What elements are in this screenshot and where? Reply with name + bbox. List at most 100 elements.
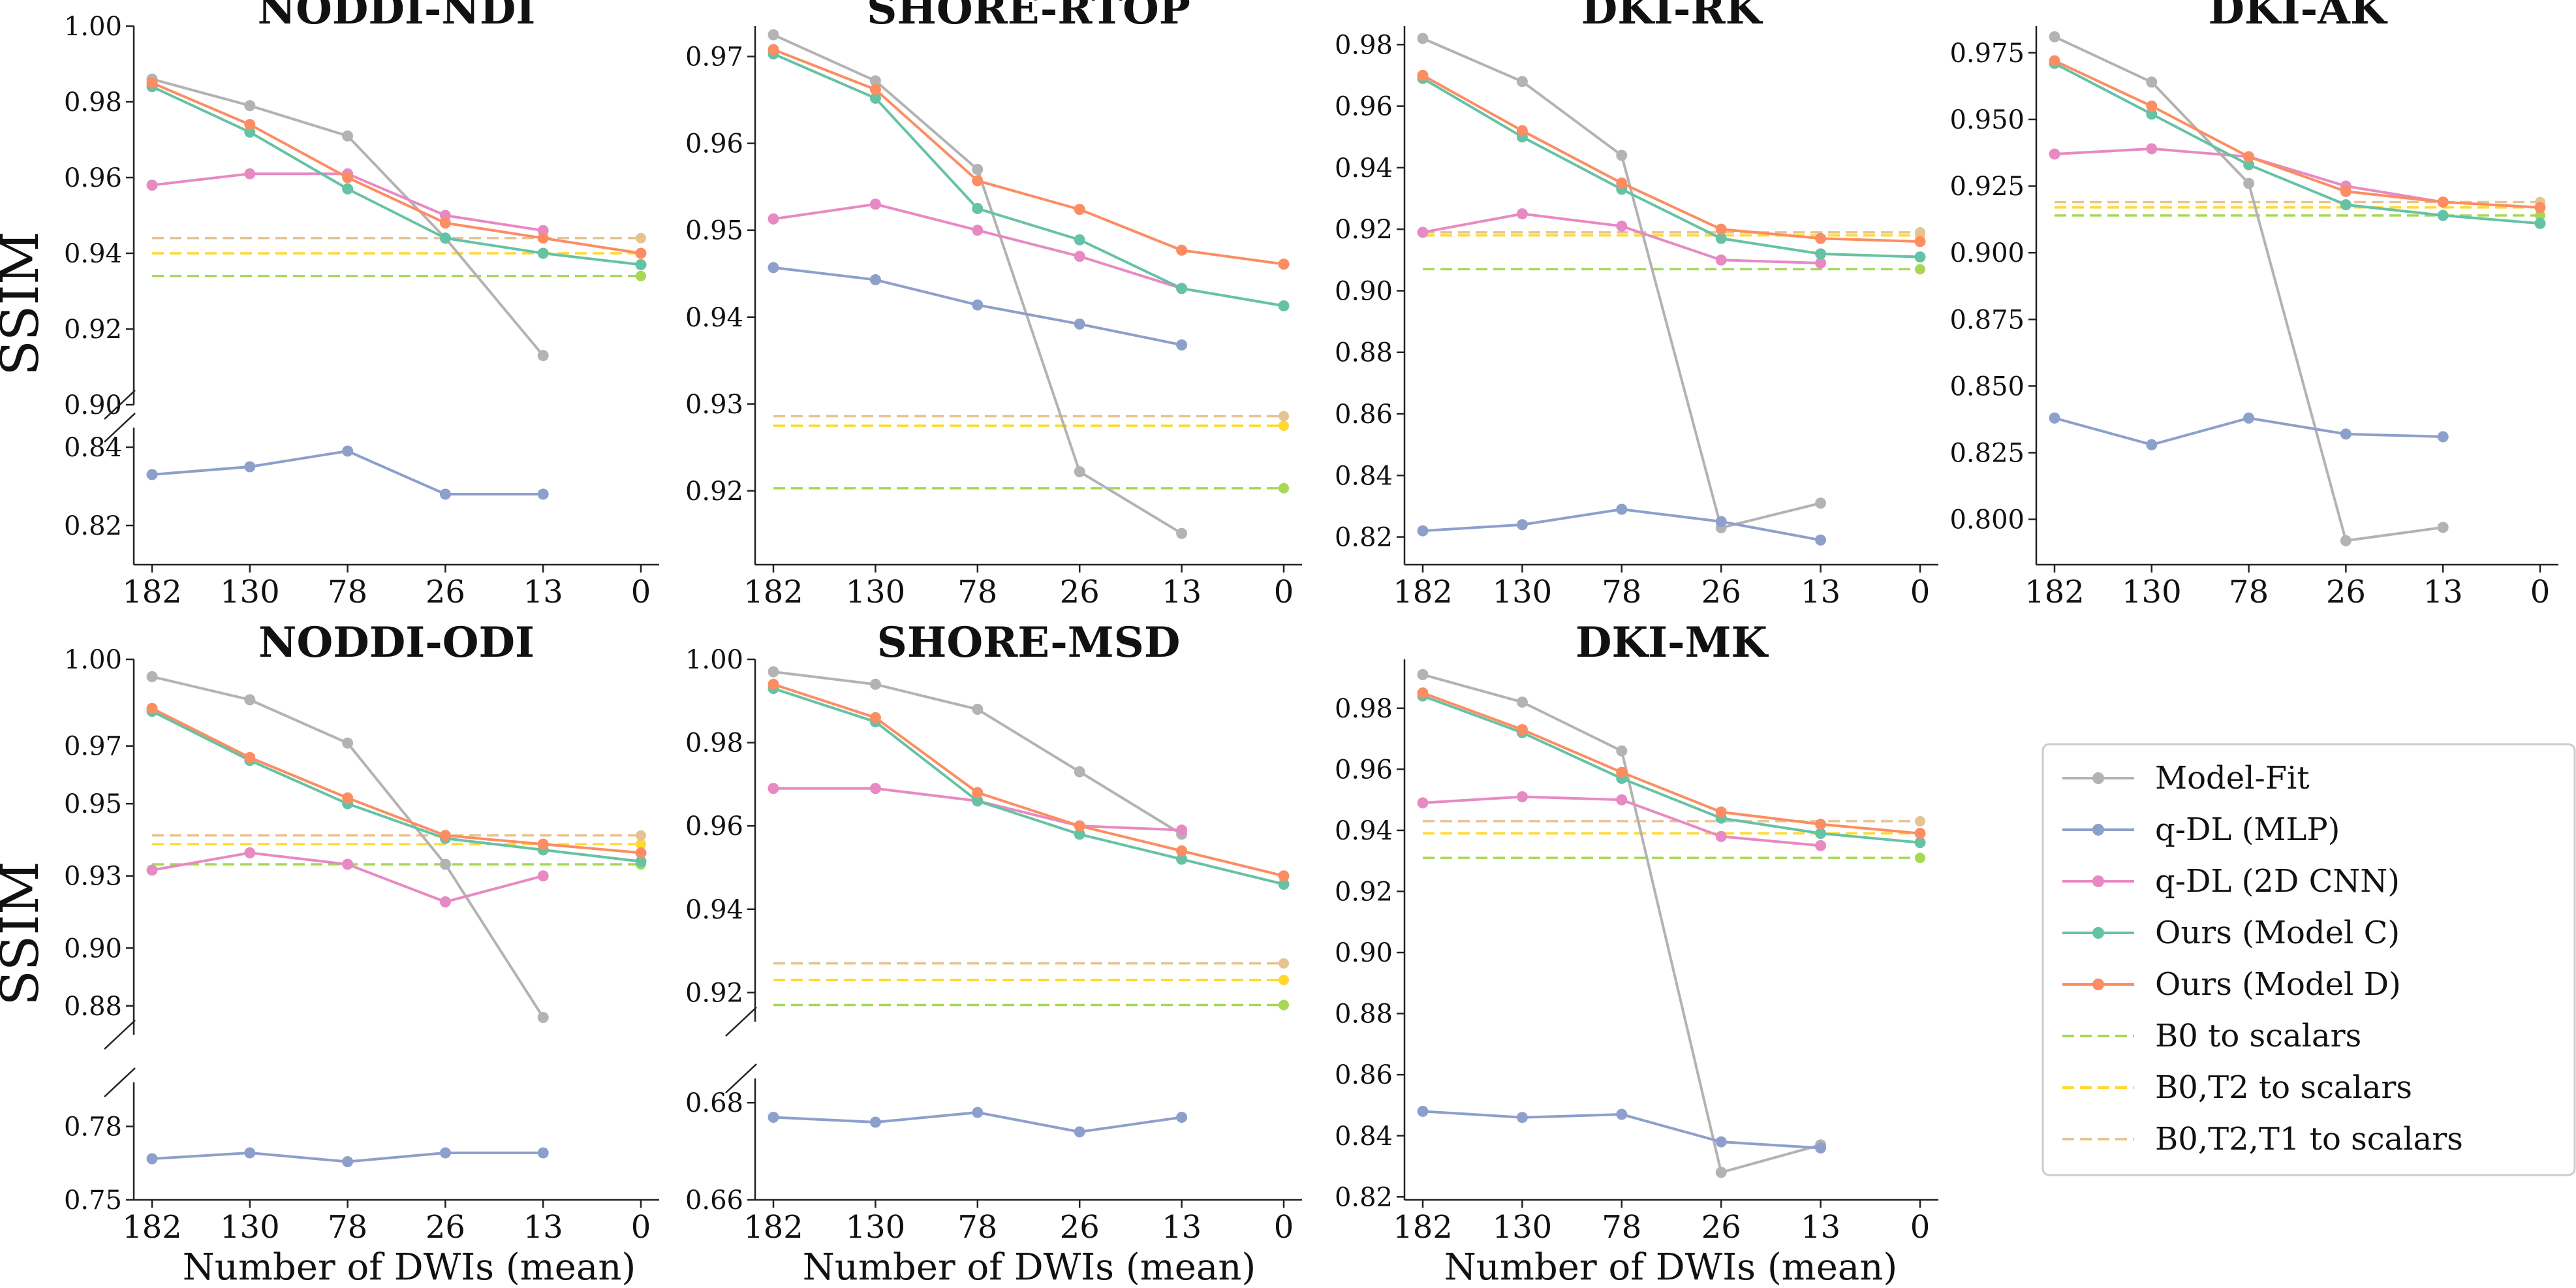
ref-point-b0-t2-to-scalars — [1279, 420, 1289, 432]
panel-title: DKI-RK — [1581, 0, 1763, 34]
x-tick-label: 13 — [2423, 574, 2463, 610]
y-tick-label: 0.800 — [1949, 505, 2025, 535]
data-point-ours-model-d — [342, 792, 354, 804]
data-point-ours-model-c — [972, 202, 984, 214]
data-point-model-fit — [2049, 31, 2060, 42]
data-point-model-fit — [768, 29, 779, 40]
data-point-ours-model-d — [1417, 69, 1429, 81]
data-point-ours-model-d — [869, 84, 881, 95]
data-point-q-dl-mlp — [146, 1153, 158, 1165]
y-tick-label: 0.96 — [1335, 92, 1393, 122]
panel-title: NODDI-ODI — [258, 618, 535, 667]
data-point-q-dl-2d-cnn — [1815, 840, 1827, 851]
x-tick-label: 26 — [1060, 1209, 1100, 1246]
data-point-q-dl-mlp — [1516, 1112, 1528, 1123]
x-tick-label: 0 — [631, 574, 651, 610]
series-line-ours-model-d — [151, 82, 642, 255]
series-line-model-fit — [1422, 37, 1822, 529]
legend-item-model-fit: Model-Fit — [2062, 760, 2310, 796]
series-line-ours-model-d — [773, 683, 1284, 877]
y-tick-label: 0.98 — [64, 87, 122, 118]
data-point-q-dl-mlp — [244, 461, 256, 473]
data-point-ours-model-d — [1278, 259, 1290, 270]
data-point-q-dl-mlp — [1176, 1112, 1188, 1123]
data-point-q-dl-mlp — [2243, 412, 2255, 424]
data-point-model-fit — [972, 164, 984, 176]
data-point-q-dl-2d-cnn — [768, 783, 779, 794]
data-point-model-fit — [537, 350, 549, 362]
data-point-ours-model-c — [1914, 251, 1926, 263]
legend-item-b0-t2-to-scalars: B0,T2 to scalars — [2062, 1069, 2412, 1106]
data-point-ours-model-d — [2340, 185, 2351, 197]
data-point-ours-model-d — [146, 702, 158, 714]
data-point-model-fit — [1176, 527, 1188, 539]
data-point-ours-model-d — [1715, 223, 1727, 235]
data-point-ours-model-d — [1074, 820, 1085, 832]
data-point-ours-model-d — [1278, 870, 1290, 882]
data-point-model-fit — [869, 678, 881, 690]
y-tick-label: 0.66 — [685, 1186, 743, 1216]
data-point-q-dl-mlp — [244, 1147, 256, 1159]
data-point-ours-model-c — [1914, 837, 1926, 849]
x-tick-label: 130 — [2122, 574, 2182, 610]
data-point-q-dl-2d-cnn — [1516, 208, 1528, 220]
axis-break-mark — [725, 1007, 757, 1037]
legend-swatch-marker — [2092, 875, 2104, 887]
series-line-ours-model-d — [2054, 59, 2541, 209]
x-tick-label: 182 — [1393, 1209, 1453, 1246]
data-point-q-dl-2d-cnn — [869, 198, 881, 210]
data-point-model-fit — [244, 100, 256, 112]
legend-item-ours-model-c: Ours (Model C) — [2062, 915, 2400, 951]
x-tick-label: 0 — [631, 1209, 651, 1246]
data-point-ours-model-d — [2049, 55, 2060, 67]
ref-point-b0-t2-t1-to-scalars — [1915, 227, 1925, 238]
data-point-ours-model-d — [537, 838, 549, 850]
data-point-q-dl-2d-cnn — [972, 225, 984, 236]
data-point-q-dl-2d-cnn — [1815, 257, 1827, 269]
data-point-q-dl-mlp — [342, 445, 354, 457]
data-point-ours-model-d — [1815, 232, 1827, 244]
data-point-q-dl-mlp — [1516, 519, 1528, 531]
data-point-model-fit — [342, 130, 354, 142]
x-tick-label: 78 — [328, 1209, 367, 1246]
data-point-ours-model-d — [635, 847, 647, 858]
data-point-ours-model-d — [439, 217, 451, 229]
xlabel-panel-5: Number of DWIs (mean) — [183, 1246, 636, 1288]
x-tick-label: 130 — [1493, 574, 1553, 610]
x-tick-label: 78 — [1602, 1209, 1641, 1246]
data-point-q-dl-mlp — [537, 1147, 549, 1159]
legend-swatch-marker — [2092, 927, 2104, 939]
y-tick-label: 0.88 — [1335, 338, 1393, 368]
data-point-ours-model-d — [342, 172, 354, 183]
data-point-q-dl-2d-cnn — [1616, 220, 1628, 232]
data-point-q-dl-mlp — [2437, 431, 2449, 443]
data-point-q-dl-2d-cnn — [869, 783, 881, 794]
legend-label: B0 to scalars — [2155, 1018, 2361, 1054]
data-point-ours-model-c — [1278, 878, 1290, 890]
legend-label: Ours (Model D) — [2155, 966, 2401, 1003]
data-point-q-dl-2d-cnn — [1715, 254, 1727, 266]
data-point-model-fit — [1417, 33, 1429, 44]
data-point-model-fit — [2243, 178, 2255, 189]
y-tick-label: 0.92 — [685, 477, 743, 507]
data-point-ours-model-c — [1715, 232, 1727, 244]
series-line-ours-model-c — [151, 710, 642, 863]
x-tick-label: 26 — [1701, 574, 1741, 610]
data-point-q-dl-2d-cnn — [1417, 797, 1429, 809]
y-tick-label: 0.93 — [64, 862, 122, 892]
data-point-ours-model-d — [244, 751, 256, 763]
data-point-ours-model-c — [2437, 210, 2449, 221]
x-tick-label: 0 — [1274, 1209, 1294, 1246]
data-point-ours-model-d — [2437, 196, 2449, 208]
data-point-model-fit — [1616, 745, 1628, 757]
series-line-model-fit — [151, 78, 544, 356]
x-tick-label: 130 — [846, 1209, 906, 1246]
data-point-ours-model-d — [1074, 204, 1085, 215]
y-tick-label: 0.92 — [1335, 877, 1393, 907]
series-line-ours-model-c — [1421, 77, 1921, 259]
y-tick-label: 0.975 — [1949, 39, 2025, 69]
x-tick-label: 0 — [1274, 574, 1294, 610]
x-tick-label: 182 — [743, 1209, 803, 1246]
data-point-q-dl-2d-cnn — [244, 847, 256, 858]
